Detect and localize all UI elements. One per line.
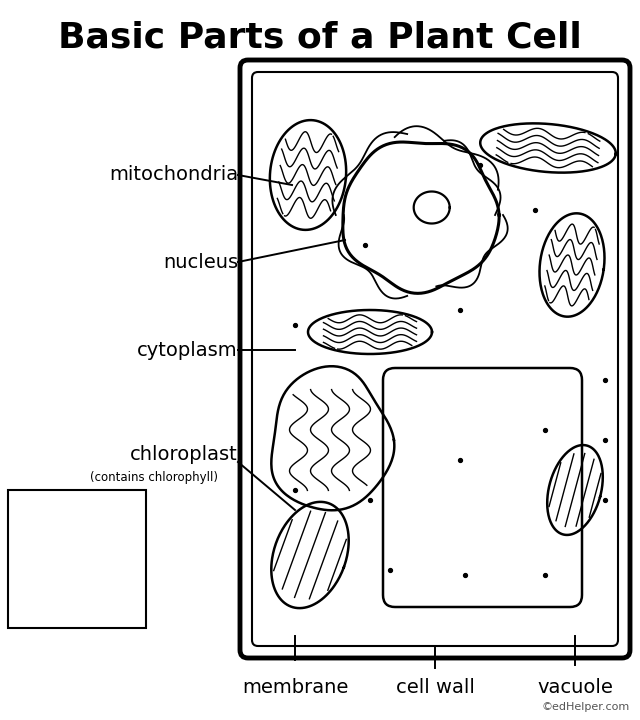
Text: membrane: membrane [242, 678, 348, 697]
FancyBboxPatch shape [240, 60, 630, 658]
Text: mitochondria: mitochondria [109, 166, 238, 184]
Text: nucleus: nucleus [163, 253, 238, 271]
FancyBboxPatch shape [8, 490, 146, 628]
Text: Basic Parts of a Plant Cell: Basic Parts of a Plant Cell [58, 21, 582, 55]
Text: vacuole: vacuole [537, 678, 613, 697]
Text: cell wall: cell wall [396, 678, 474, 697]
Text: cytoplasm: cytoplasm [138, 341, 238, 359]
Text: cell wall
chloroplast
cytoplasm
membrane
mitochondria
nucleus
vacuole: cell wall chloroplast cytoplasm membrane… [14, 498, 106, 629]
Text: chloroplast: chloroplast [131, 446, 238, 464]
Text: (contains chlorophyll): (contains chlorophyll) [90, 472, 218, 485]
FancyBboxPatch shape [383, 368, 582, 607]
Text: ©edHelper.com: ©edHelper.com [541, 702, 630, 712]
